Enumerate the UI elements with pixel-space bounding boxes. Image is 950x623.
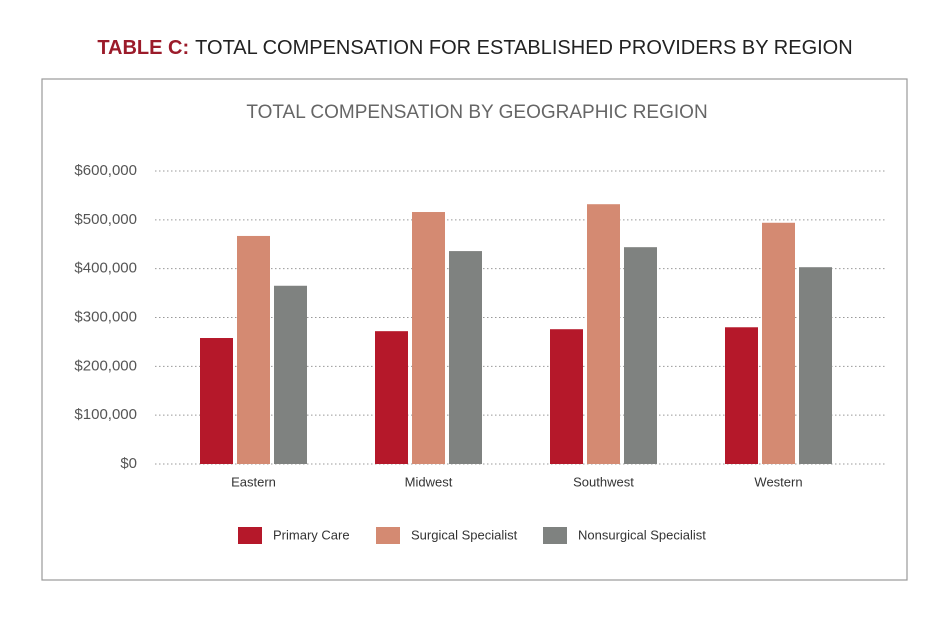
bar xyxy=(449,251,482,464)
bar xyxy=(725,327,758,464)
chart-frame xyxy=(41,78,908,581)
bar xyxy=(375,331,408,464)
table-title: TOTAL COMPENSATION FOR ESTABLISHED PROVI… xyxy=(195,37,853,59)
bar xyxy=(624,247,657,464)
bar xyxy=(274,285,307,464)
y-tick-label: $300,000 xyxy=(74,308,137,325)
x-tick-label: Western xyxy=(754,474,802,489)
chart-title: TOTAL COMPENSATION BY GEOGRAPHIC REGION xyxy=(246,102,707,123)
bar xyxy=(237,235,270,464)
legend-swatch xyxy=(543,527,567,544)
y-tick-label: $0 xyxy=(120,455,137,472)
bar xyxy=(550,329,583,464)
bar xyxy=(587,204,620,464)
legend-label: Nonsurgical Specialist xyxy=(578,527,706,542)
bar xyxy=(200,338,233,464)
page-title: TABLE C: TOTAL COMPENSATION FOR ESTABLISH… xyxy=(97,37,852,59)
x-tick-label: Midwest xyxy=(405,474,453,489)
y-tick-label: $600,000 xyxy=(74,162,137,179)
y-tick-label: $200,000 xyxy=(74,357,137,374)
legend-swatch xyxy=(238,527,262,544)
bar xyxy=(799,267,832,464)
table-label: TABLE C: xyxy=(97,37,189,59)
y-tick-label: $500,000 xyxy=(74,211,137,228)
x-tick-label: Southwest xyxy=(573,474,634,489)
bar xyxy=(412,212,445,464)
bar xyxy=(762,222,795,464)
legend-label: Primary Care xyxy=(273,527,350,542)
legend-swatch xyxy=(376,527,400,544)
legend-label: Surgical Specialist xyxy=(411,527,518,542)
x-tick-label: Eastern xyxy=(231,474,276,489)
y-tick-label: $400,000 xyxy=(74,260,137,277)
y-tick-label: $100,000 xyxy=(74,406,137,423)
